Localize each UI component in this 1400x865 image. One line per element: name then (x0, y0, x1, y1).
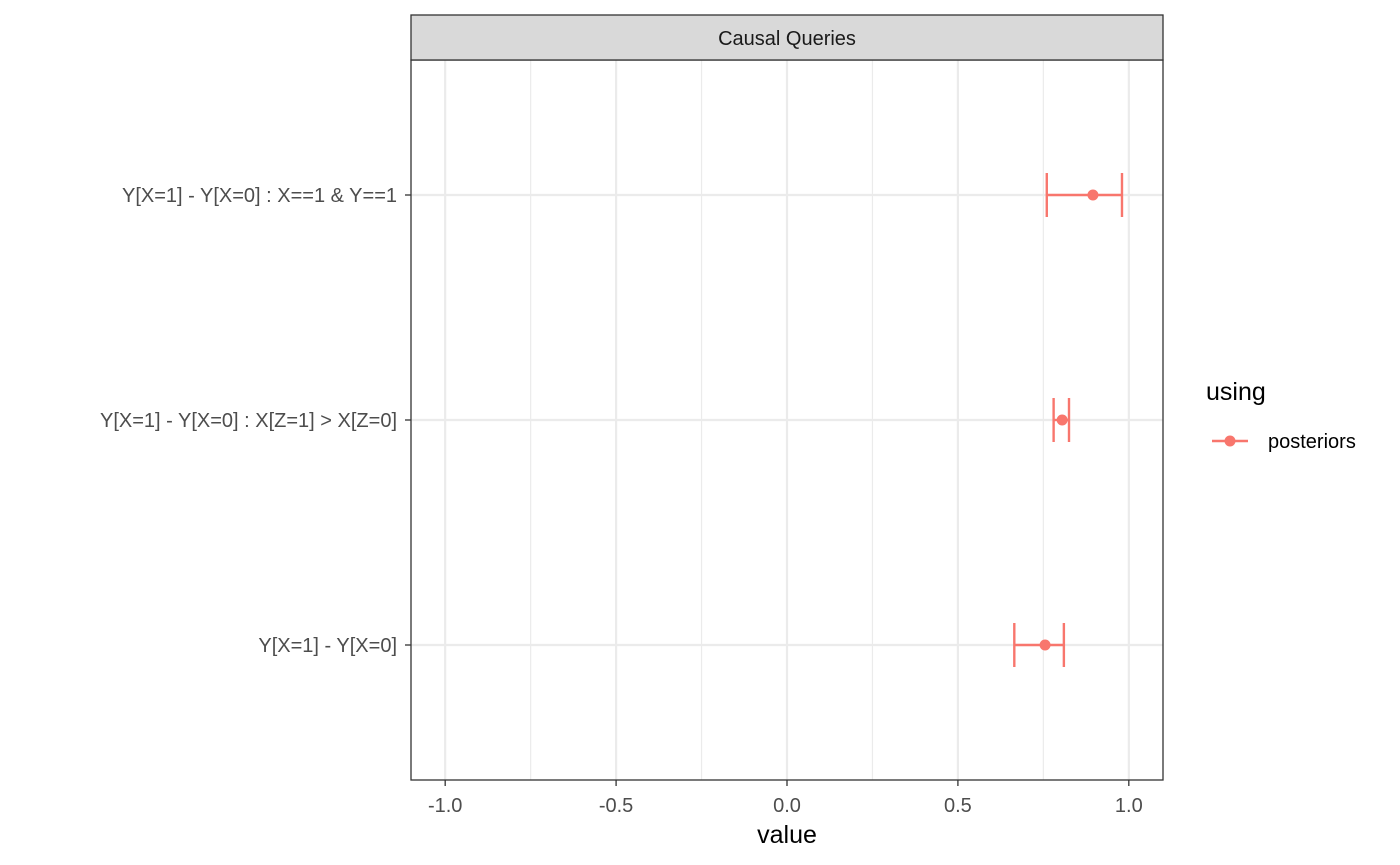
y-axis: Y[X=1] - Y[X=0] : X==1 & Y==1 Y[X=1] - Y[… (100, 185, 411, 657)
panel-title: Causal Queries (718, 28, 856, 50)
x-tick-label: -1.0 (428, 795, 462, 817)
x-tick-label: 0.0 (773, 795, 801, 817)
legend-key-point (1224, 435, 1236, 447)
x-axis-title: value (757, 821, 817, 849)
legend-title: using (1206, 378, 1266, 406)
y-tick-label: Y[X=1] - Y[X=0] : X==1 & Y==1 (122, 185, 397, 207)
x-tick-label: 1.0 (1115, 795, 1143, 817)
legend: using posteriors (1206, 378, 1356, 453)
estimate-point (1056, 414, 1068, 426)
x-axis: -1.0 -0.5 0.0 0.5 1.0 (428, 780, 1143, 817)
y-tick-label: Y[X=1] - Y[X=0] (258, 635, 397, 657)
strip-background (410, 14, 1164, 61)
data-marks (1013, 173, 1124, 667)
estimate-point (1087, 189, 1099, 201)
x-tick-label: 0.5 (944, 795, 972, 817)
strip: Causal Queries (410, 14, 1164, 61)
y-tick-label: Y[X=1] - Y[X=0] : X[Z=1] > X[Z=0] (100, 410, 397, 432)
grid-lines (411, 60, 1163, 780)
legend-label: posteriors (1268, 431, 1356, 453)
x-tick-label: -0.5 (599, 795, 633, 817)
estimate-point (1039, 639, 1051, 651)
